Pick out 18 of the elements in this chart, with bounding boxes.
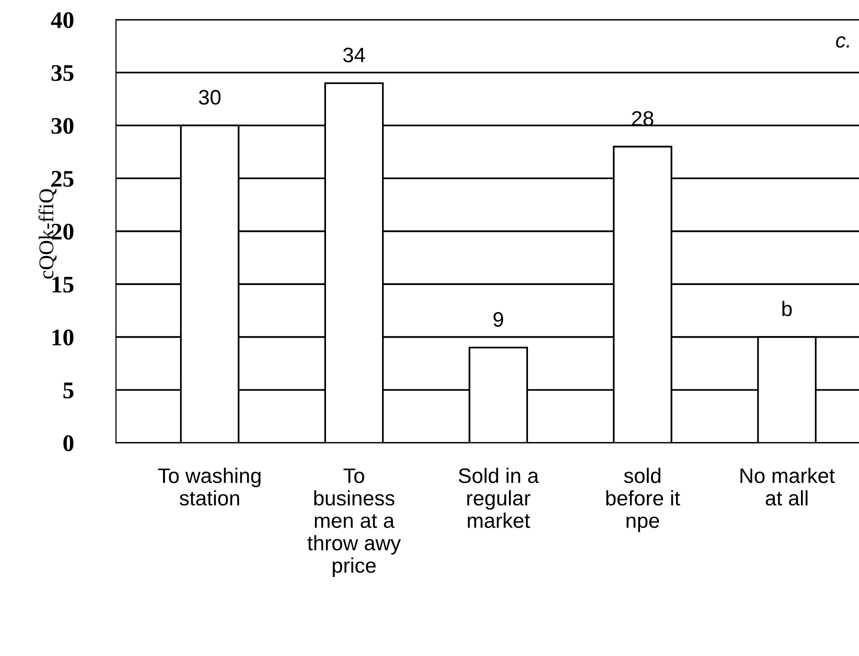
x-tick-label: Sold in a regular market [458,468,539,528]
data-label: 30 [198,90,221,105]
x-tick-label: To business men at a throw awy price [307,468,401,577]
y-tick-label: 35 [52,65,74,81]
y-tick-label: 40 [51,12,74,28]
y-tick-label: 10 [52,330,74,346]
x-tick-label: No market at all [740,468,835,506]
y-tick-label: 0 [63,435,74,452]
x-tick-label: To washing station [158,468,261,506]
data-label: b [782,300,792,316]
data-label: 34 [343,48,366,62]
annotation: c. [836,36,850,48]
y-tick-label: 15 [52,276,74,293]
data-label: 9 [493,312,504,327]
x-tick-label: sold before it npe [606,468,680,532]
y-tick-label: 5 [63,382,74,398]
y-tick-label: 30 [52,118,74,134]
y-tick-label: 25 [52,170,74,187]
